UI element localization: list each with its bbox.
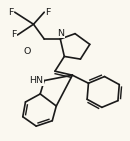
Text: N: N	[57, 29, 64, 38]
Text: F: F	[11, 30, 16, 39]
Text: O: O	[23, 47, 31, 56]
Text: F: F	[46, 8, 51, 17]
Text: HN: HN	[29, 76, 43, 85]
Text: F: F	[8, 8, 13, 17]
